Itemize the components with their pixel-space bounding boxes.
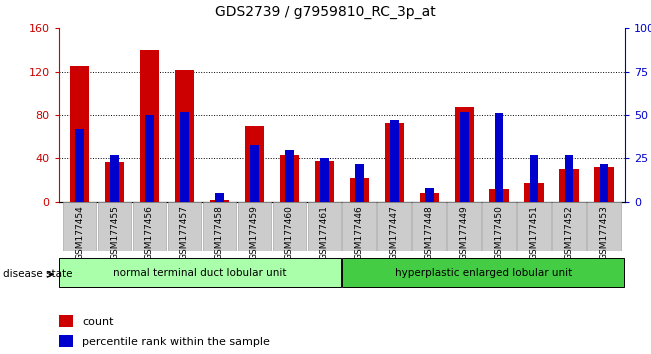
Bar [168,202,201,251]
Text: GSM177448: GSM177448 [424,205,434,259]
Text: count: count [82,317,113,327]
Bar [412,202,446,251]
Text: GSM177453: GSM177453 [600,205,609,259]
Bar [342,258,624,287]
Bar [559,169,579,202]
Bar [59,258,341,287]
Bar [250,144,258,202]
Bar [419,193,439,202]
Bar [133,202,166,251]
Bar [385,122,404,202]
Bar [342,202,376,251]
Text: GSM177447: GSM177447 [390,205,398,259]
Bar [495,113,503,202]
Bar [59,315,74,327]
Bar [447,202,481,251]
Bar [105,162,124,202]
Text: GSM177450: GSM177450 [495,205,504,259]
Text: GSM177458: GSM177458 [215,205,224,259]
Text: GSM177457: GSM177457 [180,205,189,259]
Bar [285,150,294,202]
Text: disease state: disease state [3,269,73,279]
Text: GSM177455: GSM177455 [110,205,119,259]
Bar [600,164,608,202]
Bar [140,50,159,202]
Bar [59,335,74,347]
Bar [280,155,299,202]
Bar [454,108,474,202]
Text: GSM177446: GSM177446 [355,205,364,259]
Bar [180,112,189,202]
Bar [314,161,334,202]
Bar [482,202,516,251]
Bar [525,183,544,202]
Text: GSM177456: GSM177456 [145,205,154,259]
Bar [378,202,411,251]
Text: normal terminal duct lobular unit: normal terminal duct lobular unit [113,268,287,278]
Bar [350,178,369,202]
Bar [552,202,586,251]
Bar [594,167,614,202]
Bar [210,200,229,202]
Bar [202,202,236,251]
Bar [307,202,341,251]
Bar [390,120,398,202]
Bar [355,164,364,202]
Bar [530,155,538,202]
Bar [215,193,224,202]
Bar [238,202,271,251]
Text: GSM177452: GSM177452 [564,205,574,259]
Text: percentile rank within the sample: percentile rank within the sample [82,337,270,347]
Text: GDS2739 / g7959810_RC_3p_at: GDS2739 / g7959810_RC_3p_at [215,5,436,19]
Bar [460,112,469,202]
Bar [145,115,154,202]
Bar [490,189,508,202]
Text: GSM177451: GSM177451 [529,205,538,259]
Bar [273,202,306,251]
Bar [518,202,551,251]
Bar [320,159,329,202]
Bar [62,202,96,251]
Bar [70,66,89,202]
Bar [587,202,621,251]
Bar [98,202,132,251]
Bar [564,155,574,202]
Text: GSM177461: GSM177461 [320,205,329,259]
Bar [425,188,434,202]
Bar [245,126,264,202]
Text: GSM177454: GSM177454 [75,205,84,259]
Bar [76,129,84,202]
Bar [110,155,119,202]
Text: GSM177449: GSM177449 [460,205,469,259]
Bar [175,69,194,202]
Text: GSM177460: GSM177460 [285,205,294,259]
Text: GSM177459: GSM177459 [250,205,259,259]
Text: hyperplastic enlarged lobular unit: hyperplastic enlarged lobular unit [395,268,572,278]
